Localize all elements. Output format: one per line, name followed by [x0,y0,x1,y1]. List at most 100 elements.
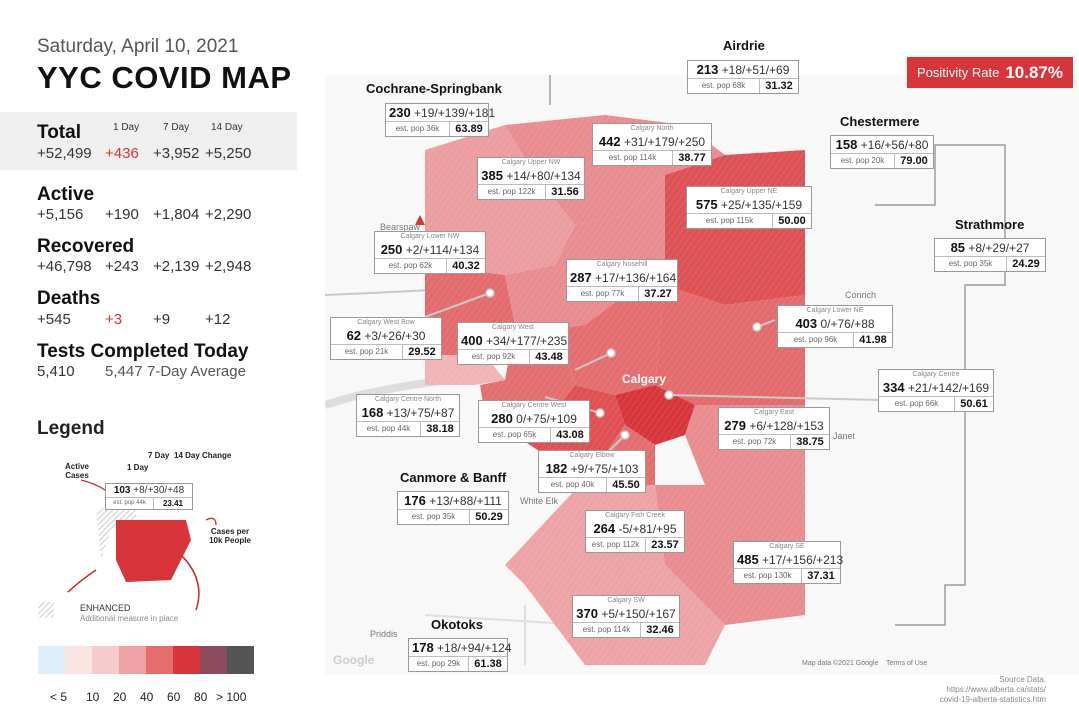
card-active-count: 264 [593,521,616,536]
card-population: est. pop 66k [894,399,939,408]
card-counts: 230 +19/+139/+181 [386,104,495,121]
card-active-count: 176 [404,493,426,508]
town-cochrane: Cochrane-Springbank [366,81,502,96]
legend-enhanced: ENHANCED [80,603,131,613]
card-region-name: Calgary Elbow [569,452,615,459]
map-terms-link[interactable]: Terms of Use [886,660,928,667]
card-changes: +19/+139/+181 [414,106,496,120]
positivity-label: Positivity Rate [916,65,1000,80]
scale-label-4: 60 [167,690,181,704]
legend-14day: 14 Day Change [174,451,232,460]
total-row: +52,499 +436 +3,952 +5,250 [37,145,251,162]
card-calgary-se: Calgary SE 485 +17/+156/+213 est. pop 130k… [733,541,843,584]
card-active-count: 62 [346,328,362,343]
card-active-count: 403 [795,316,818,331]
card-active-count: 230 [389,105,411,120]
card-counts: 178 +18/+94/+124 [409,639,511,656]
card-counts: 385 +14/+80/+134 [478,167,584,184]
card-changes: +9/+75/+103 [570,462,639,476]
card-active-count: 334 [882,380,905,395]
card-active-count: 182 [545,461,568,476]
scale-swatch-0 [38,646,65,674]
scale-label-0: < 5 [50,690,68,704]
positivity-value: 10.87% [1005,62,1064,82]
card-changes: +3/+26/+30 [364,329,426,343]
card-active-count: 575 [695,197,718,212]
card-active-count: 158 [835,137,858,152]
card-rate: 38.77 [672,151,711,165]
card-rate: 38.18 [420,422,459,436]
card-counts: 250 +2/+114/+134 [375,241,485,258]
source-label: Source Data: [999,675,1046,684]
card-population: est. pop 92k [471,352,516,361]
card-changes: 0/+75/+109 [516,412,577,426]
card-changes: +34/+177/+235 [486,334,568,348]
card-population: est. pop 35k [948,259,993,268]
card-rate: 43.48 [529,350,568,364]
deaths-7day: +9 [153,311,171,328]
total-highlight [0,112,297,170]
card-calgary-centre-west: Calgary Centre West 280 0/+75/+109 est. po… [478,400,590,443]
card-counts: 182 +9/+75/+103 [539,460,645,477]
legend-enhanced-sub: Additional measure in place [80,614,179,623]
source-link-2[interactable]: covid-19-alberta-statistics.htm [939,695,1046,704]
card-active-count: 385 [481,168,503,183]
card-region-name: Calgary West Bow [357,319,415,326]
card-canmore: 176 +13/+88/+111 est. pop 35k 50.29 [397,491,509,525]
card-changes: +13/+75/+87 [386,406,455,420]
active-7day: +1,804 [153,206,200,223]
scale-label-6: > 100 [216,690,247,704]
active-14day: +2,290 [205,206,252,223]
card-rate: 61.38 [468,657,507,671]
card-population: est. pop 112k [591,540,640,549]
card-changes: +25/+135/+159 [720,198,803,212]
card-population: est. pop 29k [416,659,461,668]
scale-swatch-2 [92,646,119,674]
tests-avg-label: 7-Day Average [147,363,246,380]
col-header-7day: 7 Day [163,122,190,133]
card-active-count: 370 [576,606,598,621]
label-white-elk: White Elk [520,496,559,506]
total-14day: +5,250 [205,145,252,162]
col-header-1day: 1 Day [113,122,140,133]
card-counts: 168 +13/+75/+87 [357,404,459,421]
card-rate: 37.31 [801,569,840,583]
recovered-7day: +2,139 [153,258,200,275]
card-calgary-west-bow: Calgary West Bow 62 +3/+26/+30 est. pop 21… [330,317,442,360]
town-chestermere: Chestermere [840,114,920,129]
card-population: est. pop 115k [705,216,754,225]
card-changes: +18/+51/+69 [721,63,790,77]
town-canmore: Canmore & Banff [400,470,507,485]
card-population: est. pop 21k [344,347,389,356]
card-changes: +17/+136/+164 [595,271,677,285]
label-janet: Janet [833,431,856,441]
total-7day: +3,952 [153,145,200,162]
tests-label: Tests Completed Today [37,341,249,362]
deaths-value: +545 [37,311,71,328]
card-okotoks: 178 +18/+94/+124 est. pop 29k 61.38 [408,638,511,672]
card-calgary-fish-creek: Calgary Fish Creek 264 -5/+81/+95 est. pop… [585,510,685,553]
card-changes: +16/+56/+80 [860,138,929,152]
card-active-count: 178 [412,640,434,655]
card-chestermere: 158 +16/+56/+80 est. pop 20k 79.00 [830,135,934,169]
recovered-label: Recovered [37,236,135,257]
leader-dots [485,288,762,440]
scale-label-1: 10 [86,690,100,704]
card-active-count: 400 [461,333,483,348]
card-region-name: Calgary Fish Creek [605,512,665,519]
label-priddis: Priddis [370,629,398,639]
card-rate: 50.00 [772,214,811,228]
source-link-1[interactable]: https://www.alberta.ca/stats/ [946,685,1046,694]
card-population: est. pop 40k [550,480,595,489]
active-value: +5,156 [37,206,84,223]
card-counts: 334 +21/+142/+169 [879,379,993,396]
legend-cases-per: Cases per 10k People [209,527,251,545]
label-conrich: Conrich [845,290,877,300]
card-population: est. pop 36k [395,124,440,133]
legend-sample-count: 103 [113,485,131,496]
card-counts: 62 +3/+26/+30 [331,327,441,344]
legend-sample-rate: 23.41 [153,498,192,509]
card-strathmore: 85 +8/+29/+27 est. pop 35k 24.29 [934,238,1046,272]
card-region-name: Calgary Lower NE [806,307,864,314]
card-calgary-nosehill: Calgary Nosehill 287 +17/+136/+164 est. po… [566,259,678,302]
